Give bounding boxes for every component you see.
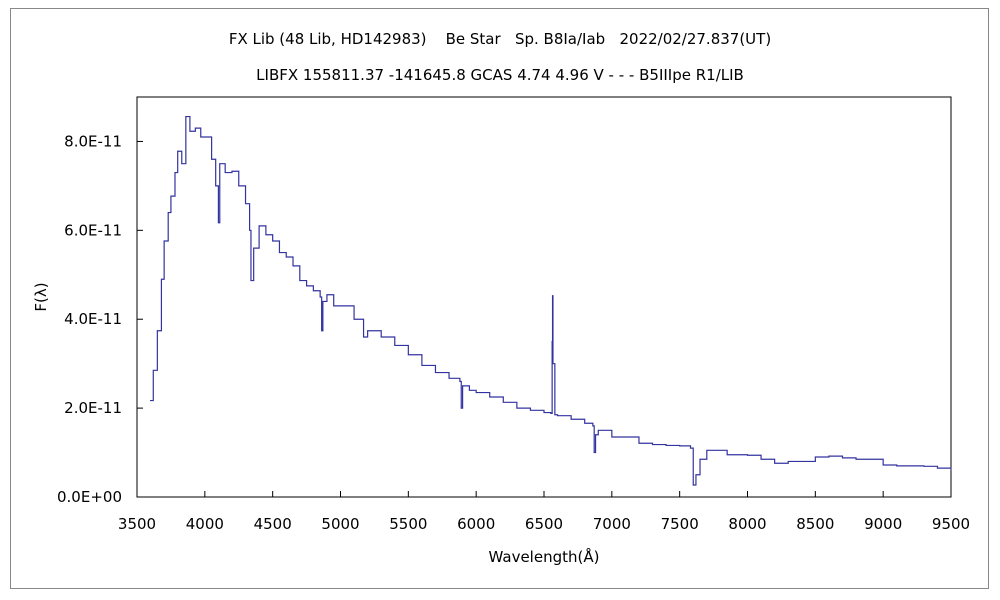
y-tick-label: 2.0E-11: [64, 399, 122, 417]
x-tick-label: 8500: [796, 515, 834, 533]
y-tick-label: 6.0E-11: [64, 221, 122, 239]
x-tick-label: 9500: [932, 515, 970, 533]
y-tick-label: 0.0E+00: [57, 488, 122, 506]
x-tick-label: 7500: [661, 515, 699, 533]
x-tick-label: 6500: [525, 515, 563, 533]
x-tick-label: 5500: [389, 515, 427, 533]
x-tick-label: 8000: [728, 515, 766, 533]
x-tick-label: 4000: [186, 515, 224, 533]
x-axis-label: Wavelength(Å): [489, 547, 600, 566]
y-axis-label: F(λ): [32, 282, 50, 311]
x-tick-label: 4500: [254, 515, 292, 533]
chart-title: FX Lib (48 Lib, HD142983) Be Star Sp. B8…: [228, 30, 772, 48]
x-tick-label: 5000: [321, 515, 359, 533]
spectrum-line: [150, 115, 952, 486]
x-tick-label: 9000: [864, 515, 902, 533]
x-tick-label: 7000: [593, 515, 631, 533]
y-tick-label: 8.0E-11: [64, 132, 122, 150]
plot-area: [136, 96, 952, 498]
chart-frame: [10, 8, 989, 589]
x-tick-label: 6000: [457, 515, 495, 533]
chart-subtitle: LIBFX 155811.37 -141645.8 GCAS 4.74 4.96…: [256, 66, 744, 84]
x-tick-label: 3500: [118, 515, 156, 533]
y-tick-label: 4.0E-11: [64, 310, 122, 328]
